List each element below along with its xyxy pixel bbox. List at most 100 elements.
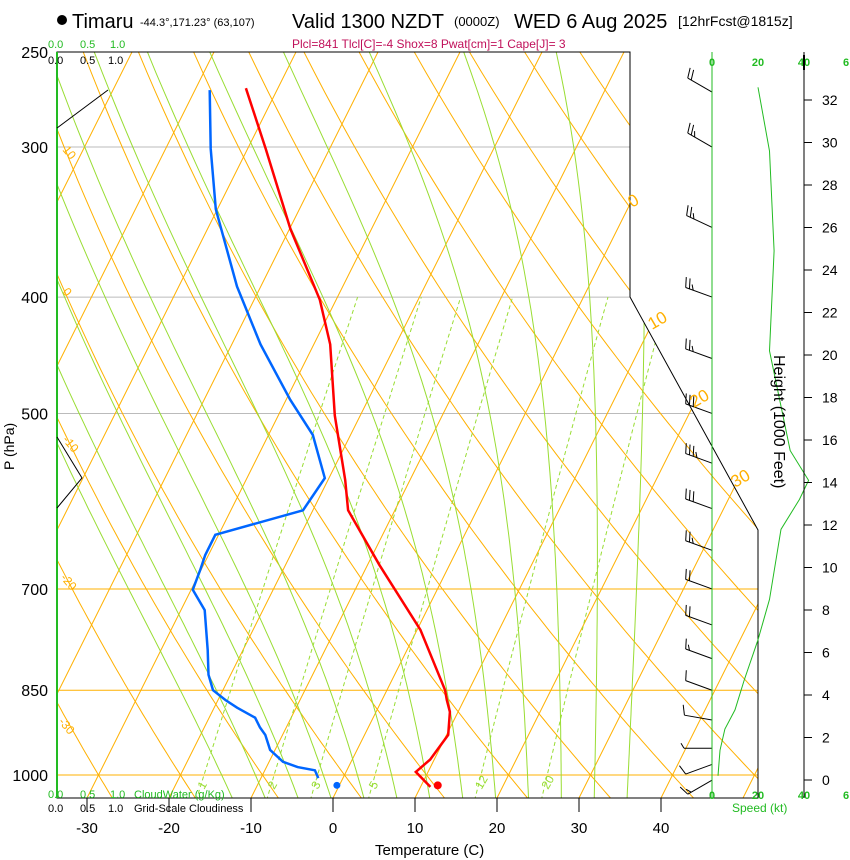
cloudiness-tick: 0.5 xyxy=(80,803,95,815)
wind-barb-flag xyxy=(685,393,687,404)
moist-adiabat xyxy=(85,52,398,798)
utc-time: (0000Z) xyxy=(454,14,500,29)
stability-indices: Plcl=841 Tlcl[C]=-4 Shox=8 Pwat[cm]=1 Ca… xyxy=(292,37,566,51)
pressure-tick-label: 300 xyxy=(21,140,48,157)
surface-dewpoint-marker xyxy=(333,781,341,789)
x-tick-label: -10 xyxy=(240,820,262,837)
wind-barb-flag xyxy=(692,445,695,457)
wind-barb xyxy=(685,498,713,510)
isotherm-label: 10 xyxy=(60,143,80,162)
isotherm xyxy=(578,52,758,798)
cloudiness-tick: 1.0 xyxy=(108,55,123,67)
cloudwater-tick: 1.0 xyxy=(110,789,125,801)
wind-barb-flag xyxy=(691,345,694,352)
dewpoint-line xyxy=(191,90,327,779)
y-axis-label: P (hPa) xyxy=(1,423,17,470)
dry-adiabat xyxy=(238,52,758,798)
dry-adiabat xyxy=(57,52,115,798)
speed-tick-label: 20 xyxy=(752,57,764,69)
moist-adiabat xyxy=(57,52,234,798)
x-tick-label: 40 xyxy=(653,820,670,837)
wind-barb-flag xyxy=(688,489,691,501)
mixing-ratio-line xyxy=(266,296,422,798)
wind-barb-flag xyxy=(688,339,691,351)
surface-temp-marker xyxy=(433,781,442,790)
wind-barb-flag xyxy=(685,530,687,541)
pressure-tick-label: 500 xyxy=(21,406,48,423)
valid-time: Valid 1300 NZDT xyxy=(292,11,444,33)
isotherm-label-right: 0 xyxy=(625,190,643,211)
wind-barb-flag xyxy=(690,69,695,81)
dry-adiabat xyxy=(619,52,758,798)
cloudiness-trace xyxy=(56,89,109,129)
dry-adiabat xyxy=(456,52,758,798)
height-tick-label: 24 xyxy=(822,262,838,278)
wind-barb xyxy=(686,215,713,228)
dry-adiabat xyxy=(74,52,530,798)
cloudwater-tick: 0.5 xyxy=(80,789,95,801)
moist-adiabat xyxy=(359,52,530,798)
speed-tick-label: 6 xyxy=(843,790,849,802)
isotherm xyxy=(168,52,543,798)
wind-barb xyxy=(685,287,713,298)
mixing-ratio-label: 20 xyxy=(538,773,557,792)
forecast-info: [12hrFcst@1815z] xyxy=(678,13,793,29)
cloudiness-tick: 1.0 xyxy=(108,803,123,815)
x-tick-label: -20 xyxy=(158,820,180,837)
x-tick-label: 30 xyxy=(571,820,588,837)
dry-adiabat xyxy=(401,52,758,798)
height-tick-label: 26 xyxy=(822,220,838,236)
mixing-ratio-label: 5 xyxy=(366,778,382,791)
wind-barb-flag xyxy=(688,570,691,581)
cloudwater-tick: 0.0 xyxy=(48,789,63,801)
cloudiness-label: Grid-Scale Cloudiness xyxy=(134,803,244,815)
station-name: Timaru xyxy=(72,11,133,33)
wind-barb-flag xyxy=(688,606,691,617)
speed-axis-label: Speed (kt) xyxy=(732,801,787,815)
pressure-tick-label: 850 xyxy=(21,683,48,700)
x-tick-label: -30 xyxy=(76,820,98,837)
dry-adiabat xyxy=(510,52,758,798)
x-tick-label: 10 xyxy=(407,820,424,837)
cloudiness-tick: 0.0 xyxy=(48,803,63,815)
isotherm-label: -20 xyxy=(58,571,80,594)
isotherm-label: -10 xyxy=(60,433,82,456)
moist-adiabat xyxy=(138,52,431,798)
moist-adiabat xyxy=(57,52,366,798)
wind-barb-flag xyxy=(685,277,687,288)
cloudiness-trace xyxy=(56,436,83,509)
isotherm-label-right: 30 xyxy=(728,466,754,492)
dry-adiabat xyxy=(292,52,758,798)
height-axis-label: Height (1000 Feet) xyxy=(770,355,787,488)
dry-adiabat xyxy=(183,52,697,798)
wind-barb-flag xyxy=(679,786,689,795)
moist-adiabat xyxy=(550,52,598,798)
wind-barb-flag xyxy=(695,451,698,458)
moist-adiabat xyxy=(200,52,464,798)
temperature-line xyxy=(244,87,452,788)
height-tick-label: 28 xyxy=(822,177,838,193)
mixing-ratio-label: 12 xyxy=(472,773,491,792)
x-axis-label: Temperature (C) xyxy=(375,842,484,859)
mixing-ratio-label: 2 xyxy=(265,778,281,791)
wind-barb xyxy=(687,779,713,795)
mixing-ratio-label: 3 xyxy=(308,778,324,791)
pressure-tick-label: 250 xyxy=(21,45,48,62)
station-dot-icon xyxy=(57,15,67,25)
wind-barb xyxy=(684,714,713,721)
wind-barb-flag xyxy=(688,394,691,406)
height-tick-label: 16 xyxy=(822,432,838,448)
wind-barb-flag xyxy=(685,338,687,349)
isotherm xyxy=(57,52,215,798)
wind-barb-flag xyxy=(685,604,687,616)
wind-barb-flag xyxy=(685,488,687,500)
wind-barb-flag xyxy=(687,67,691,79)
wind-barb-flag xyxy=(692,491,695,502)
wind-speed-line xyxy=(717,87,810,776)
wind-barb-flag xyxy=(682,704,685,716)
wind-barb-flag xyxy=(687,644,690,651)
wind-barb xyxy=(685,763,713,775)
mixing-ratio-line xyxy=(367,296,514,798)
wind-barb-flag xyxy=(680,742,685,749)
cloudiness-tick: 0.5 xyxy=(80,55,95,67)
